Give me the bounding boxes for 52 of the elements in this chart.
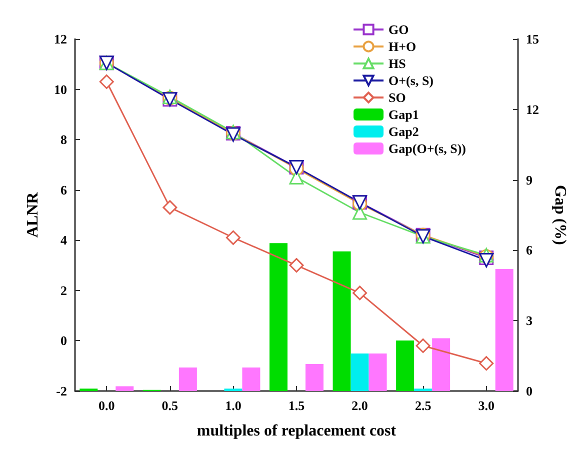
bar — [242, 368, 260, 391]
y2-tick-label: 6 — [526, 242, 533, 258]
bar — [495, 268, 514, 391]
y-tick-label: 4 — [60, 232, 68, 248]
y2-tick-label: 0 — [526, 384, 532, 398]
y-tick-label: 8 — [60, 132, 68, 148]
point — [479, 253, 494, 268]
point — [352, 286, 368, 300]
point — [416, 338, 430, 353]
bar — [396, 340, 414, 391]
legend-label: Gap1 — [388, 107, 419, 122]
y-axis-title: ALNR — [24, 192, 42, 238]
bar — [368, 353, 387, 391]
x-tick-label: 0.0 — [98, 398, 115, 413]
x-tick-label: 3.0 — [478, 398, 494, 413]
legend-label: GO — [388, 22, 409, 37]
y2-tick-label: 15 — [526, 32, 540, 46]
x-tick-label: 2.5 — [414, 398, 432, 413]
x-tick-label: 2.0 — [352, 398, 368, 413]
y-tick-label: 0 — [60, 333, 67, 348]
y-tick-label: 2 — [60, 282, 67, 298]
bar — [332, 251, 351, 391]
legend-label: HS — [388, 56, 406, 71]
x-tick-label: 1.5 — [288, 398, 306, 413]
bar — [116, 386, 134, 391]
point — [99, 74, 114, 89]
point — [162, 200, 178, 215]
legend-label: SO — [388, 90, 406, 105]
bar — [178, 368, 197, 391]
legend-label: Gap2 — [388, 124, 419, 139]
legend-label: H+O — [388, 39, 416, 54]
y2-tick-label: 3 — [526, 313, 533, 328]
bar — [432, 338, 450, 391]
point — [289, 258, 304, 273]
x-axis-title: multiples of replacement cost — [196, 422, 397, 440]
point — [289, 170, 304, 185]
x-tick-label: 1.0 — [225, 398, 242, 413]
legend-label: Gap(O+(s, S)) — [388, 141, 466, 156]
y2-tick-label: 9 — [526, 172, 533, 188]
point — [479, 356, 494, 371]
point — [226, 230, 240, 245]
x-tick-label: 0.5 — [162, 398, 179, 413]
y2-tick-label: 12 — [526, 102, 539, 117]
bar — [270, 243, 288, 391]
y-tick-label: 10 — [54, 82, 67, 97]
y2-axis-title: Gap (%) — [552, 185, 568, 245]
bar — [306, 364, 324, 391]
y-tick-label: -2 — [56, 384, 67, 398]
legend-label: O+(s, S) — [388, 73, 434, 88]
bar — [350, 353, 369, 391]
y-tick-label: 12 — [54, 32, 67, 46]
y-tick-label: 6 — [60, 182, 68, 198]
